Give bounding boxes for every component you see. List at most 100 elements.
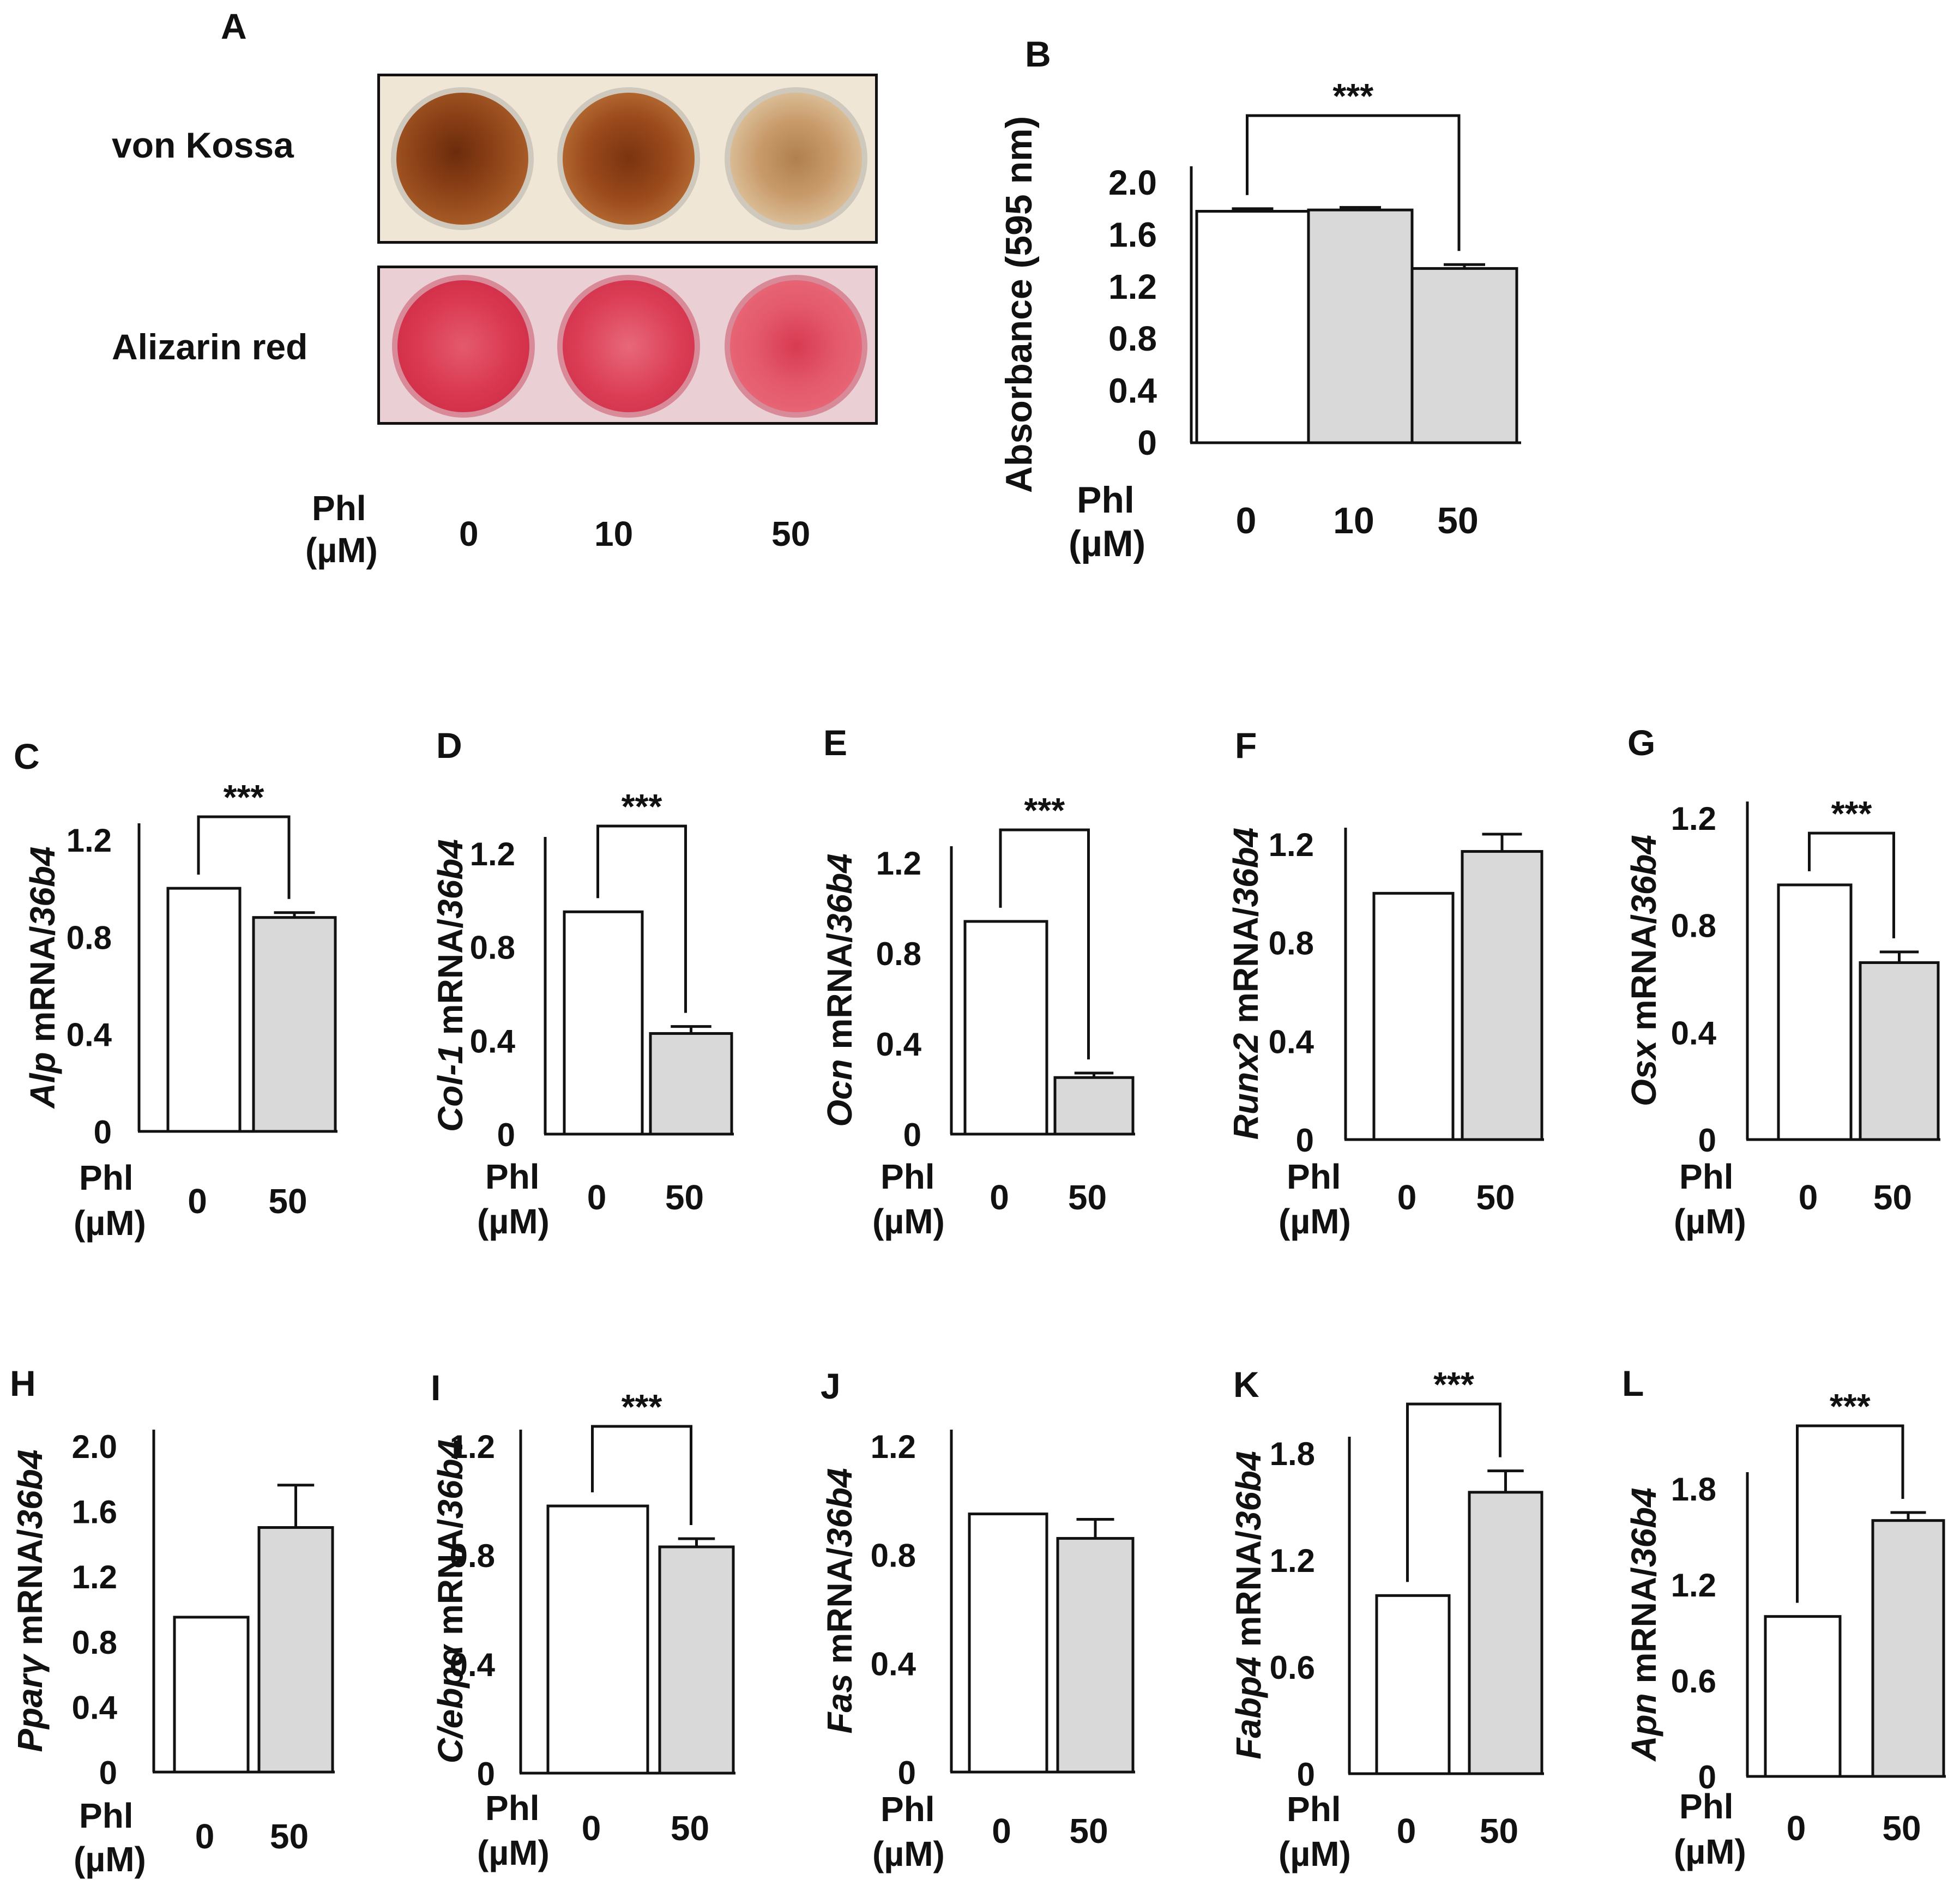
chart-f-ytick-label: 0.8 [1269, 925, 1314, 962]
chart-k-ylabel-part: 36b4 [1229, 1451, 1268, 1531]
chart-l-ytick-label: 1.2 [1671, 1567, 1716, 1604]
chart-e-ylabel-part: 36b4 [820, 853, 859, 933]
chart-i-significance-bracket [591, 1425, 692, 1525]
panel-i-letter: I [431, 1367, 441, 1408]
chart-g-ylabel-part: Osx [1624, 1039, 1663, 1106]
chart-i-bar-50 [658, 1545, 735, 1775]
chart-d-significance-label: *** [622, 787, 662, 826]
chart-l-xlabel-line1: Phl [1679, 1787, 1734, 1826]
chart-e-bar-0 [963, 920, 1048, 1136]
chart-l-ytick-label: 1.8 [1671, 1471, 1716, 1508]
chart-i-bar-0 [546, 1504, 649, 1775]
chart-b-ytick-label: 2.0 [1108, 163, 1157, 202]
chart-k-significance-bracket [1406, 1402, 1501, 1582]
panel-l-letter: L [1622, 1363, 1644, 1403]
chart-g-bar-0 [1777, 883, 1853, 1141]
chart-i-ylabel: C/ebpα mRNA/36b4 [431, 1439, 470, 1763]
alizarin-red-well-0 [392, 275, 535, 418]
chart-g-ytick-label: 1.2 [1671, 800, 1716, 837]
chart-d-ylabel: Col-1 mRNA/36b4 [431, 839, 470, 1132]
chart-i-category-0: 0 [582, 1809, 601, 1848]
chart-h-ylabel-part: Pparγ [10, 1653, 50, 1752]
chart-j-ylabel-part: Fas [820, 1673, 859, 1733]
chart-e-bar-50 [1053, 1076, 1135, 1136]
chart-d-xlabel-line1: Phl [485, 1157, 540, 1196]
panel-a-x-title-line2: (µM) [305, 531, 378, 570]
chart-b-xlabel-line2: (µM) [1069, 523, 1145, 564]
chart-c-bar-50 [252, 916, 337, 1133]
chart-e-ytick-label: 0.8 [876, 936, 921, 972]
chart-h-ytick-label: 1.2 [72, 1559, 117, 1595]
chart-g-ytick-label: 0.4 [1671, 1015, 1717, 1051]
chart-d-ylabel-part: mRNA/ [431, 919, 470, 1045]
panel-h-letter: H [10, 1363, 36, 1403]
alizarin-red-image [377, 266, 878, 425]
panel-k-letter: K [1233, 1364, 1259, 1405]
chart-k-ytick-label: 0 [1297, 1756, 1315, 1793]
chart-b-ytick-label: 1.2 [1108, 267, 1157, 306]
chart-e-significance-bracket [999, 828, 1090, 1059]
chart-i-xlabel-line1: Phl [485, 1788, 540, 1828]
chart-k-category-0: 0 [1397, 1811, 1416, 1851]
chart-h-ylabel: Pparγ mRNA/36b4 [10, 1450, 50, 1752]
chart-e-significance-label: *** [1024, 791, 1065, 830]
panel-g-letter: G [1627, 722, 1655, 763]
chart-c-ytick-label: 0 [94, 1114, 112, 1150]
panel-c-letter: C [14, 736, 40, 776]
chart-c-xlabel-line2: (µM) [74, 1203, 146, 1243]
chart-k-xlabel-line1: Phl [1287, 1789, 1341, 1829]
chart-d-ytick-label: 0.4 [470, 1023, 516, 1059]
chart-j-bar-50 [1056, 1537, 1135, 1774]
chart-k-ytick-label: 1.8 [1270, 1436, 1315, 1472]
chart-b-significance-bracket [1246, 114, 1461, 251]
chart-h-ylabel-part: mRNA/ [10, 1529, 50, 1655]
chart-b-bar-50 [1410, 267, 1518, 444]
chart-b-bar-0 [1195, 209, 1310, 444]
chart-e-category-50: 50 [1068, 1178, 1107, 1217]
chart-e-ytick-label: 1.2 [876, 845, 921, 882]
chart-k-xlabel-line2: (µM) [1278, 1834, 1351, 1873]
panel-a-x-title-line1: Phl [312, 489, 366, 528]
chart-d-xlabel-line2: (µM) [477, 1202, 550, 1241]
chart-l-ytick-label: 0 [1698, 1759, 1716, 1795]
chart-l-category-50: 50 [1882, 1809, 1921, 1848]
von-kossa-label: von Kossa [112, 125, 294, 165]
chart-c-ytick-label: 1.2 [67, 822, 112, 859]
chart-c-category-0: 0 [188, 1182, 207, 1221]
chart-j-ytick-label: 1.2 [871, 1429, 916, 1465]
alizarin-red-label: Alizarin red [112, 327, 308, 367]
chart-c-ylabel-part: Alp [23, 1052, 62, 1109]
chart-g-bar-50 [1859, 961, 1940, 1141]
chart-h-xlabel-line2: (µM) [74, 1840, 146, 1879]
chart-h-ytick-label: 0.8 [72, 1624, 117, 1661]
chart-d-category-50: 50 [665, 1178, 704, 1217]
chart-l-ylabel-part: Apn [1624, 1693, 1663, 1762]
chart-e-ytick-label: 0 [903, 1117, 921, 1153]
chart-f-category-50: 50 [1476, 1178, 1515, 1217]
chart-f-ytick-label: 0.4 [1269, 1023, 1314, 1060]
chart-b-bar-10 [1307, 208, 1414, 444]
chart-f-ytick-label: 0 [1296, 1122, 1314, 1159]
chart-j-category-50: 50 [1069, 1811, 1108, 1851]
chart-h-xlabel-line1: Phl [79, 1796, 134, 1835]
chart-h-ytick-label: 0.4 [72, 1689, 118, 1726]
chart-h-category-50: 50 [270, 1817, 309, 1856]
chart-c-ytick-label: 0.8 [67, 919, 112, 956]
panel-f-letter: F [1235, 725, 1257, 766]
chart-c-ylabel: Alp mRNA/36b4 [23, 846, 62, 1109]
chart-f-ylabel-part: Runx2 [1226, 1033, 1265, 1140]
von-kossa-well-0 [391, 87, 534, 230]
chart-b-category-0: 0 [1236, 500, 1257, 541]
chart-d-bar-50 [649, 1032, 733, 1136]
chart-i-xlabel-line2: (µM) [477, 1833, 550, 1872]
von-kossa-well-10 [557, 87, 700, 230]
chart-i-significance-label: *** [622, 1387, 662, 1426]
chart-f-ytick-label: 1.2 [1269, 827, 1314, 863]
chart-j-ylabel-part: mRNA/ [820, 1547, 859, 1673]
chart-c-ylabel-part: 36b4 [23, 846, 62, 926]
panel-b-letter: B [1025, 34, 1051, 74]
chart-i-ylabel-part: 36b4 [431, 1439, 470, 1519]
chart-e-ylabel: Ocn mRNA/36b4 [820, 853, 859, 1126]
chart-k-category-50: 50 [1480, 1811, 1518, 1851]
